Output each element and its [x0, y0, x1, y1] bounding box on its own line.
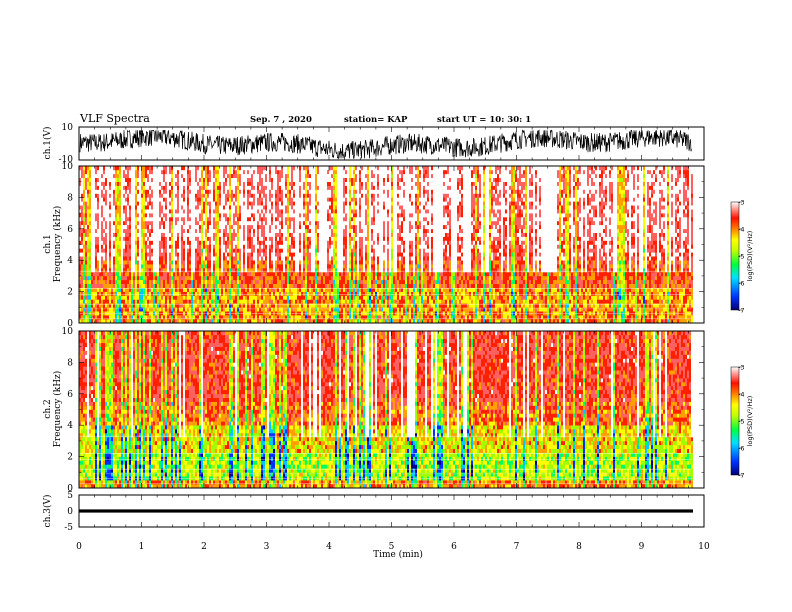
colorbar-tick-label: -3 [738, 364, 744, 372]
x-tick-label: 2 [201, 542, 207, 552]
ch3-waveform-ylabel: ch.3(V) [42, 495, 53, 528]
ch1-ytick-top: 10 [62, 123, 74, 133]
colorbar-tick-label: -7 [738, 472, 744, 480]
y-tick-label: 10 [62, 162, 74, 172]
ch2-spectrogram-ylabel-frequency: Frequency (kHz) [52, 371, 63, 448]
colorbar-tick-label: -5 [738, 253, 744, 261]
ch2-colorbar-label: log(PSD)(V²/Hz) [746, 396, 754, 447]
ch3-waveform-band [79, 509, 693, 512]
start-time-label: start UT = 10: 30: 1 [437, 115, 531, 125]
y-tick-label: 6 [67, 390, 73, 400]
x-tick-label: 9 [639, 542, 645, 552]
y-tick-label: 6 [67, 225, 73, 235]
ch3-ytick-top: 5 [67, 491, 73, 501]
x-tick-label: 0 [76, 542, 82, 552]
ch1-spectrogram-image [79, 166, 693, 323]
y-tick-label: 4 [67, 256, 73, 266]
ch3-waveform-panel: 5 0 -5 ch.3(V) 0 1 2 3 4 5 6 7 8 9 10 Time (min) [42, 491, 710, 560]
colorbar-tick-label: -4 [738, 226, 744, 234]
colorbar-tick-label: -6 [738, 280, 744, 288]
ch1-colorbar-label: log(PSD)(V²/Hz) [746, 231, 754, 282]
x-tick-label: 1 [139, 542, 145, 552]
y-tick-label: 8 [67, 193, 73, 203]
y-tick-label: 8 [67, 358, 73, 368]
x-tick-label: 3 [264, 542, 270, 552]
figure-title: VLF Spectra [79, 112, 150, 125]
colorbar-tick-label: -4 [738, 391, 744, 399]
ch1-spectrogram-ylabel-channel: ch.1 [43, 234, 53, 253]
ch3-ytick-mid: 0 [67, 507, 73, 517]
ch2-spectrogram-ylabel-channel: ch.2 [43, 399, 53, 418]
x-tick-label: 8 [576, 542, 582, 552]
x-tick-label: 10 [698, 542, 710, 552]
station-label: station= KAP [344, 115, 408, 125]
vlf-figure: VLF Spectra Sep. 7 , 2020 station= KAP s… [0, 0, 792, 612]
ch1-waveform-ylabel: ch.1(V) [42, 127, 53, 160]
ch1-waveform-ticks [79, 127, 704, 160]
colorbar-tick-label: -6 [738, 445, 744, 453]
x-tick-label: 7 [514, 542, 520, 552]
ch3-ytick-bottom: -5 [64, 523, 73, 533]
y-tick-label: 10 [62, 327, 74, 337]
colorbar-tick-label: -5 [738, 418, 744, 426]
y-tick-label: 2 [67, 288, 73, 298]
y-tick-label: 2 [67, 453, 73, 463]
colorbar-tick-label: -7 [738, 307, 744, 315]
ch2-spectrogram-image [79, 331, 693, 488]
colorbar-tick-label: -3 [738, 199, 744, 207]
ch1-waveform-line [80, 130, 692, 158]
ch1-waveform-panel: 10 -10 ch.1(V) [42, 123, 704, 165]
y-tick-label: 4 [67, 421, 73, 431]
time-axis-label: Time (min) [373, 549, 423, 560]
ch1-spectrogram-ylabel-frequency: Frequency (kHz) [52, 206, 63, 283]
date-label: Sep. 7 , 2020 [250, 115, 312, 125]
x-tick-label: 6 [451, 542, 457, 552]
x-tick-label: 4 [326, 542, 332, 552]
